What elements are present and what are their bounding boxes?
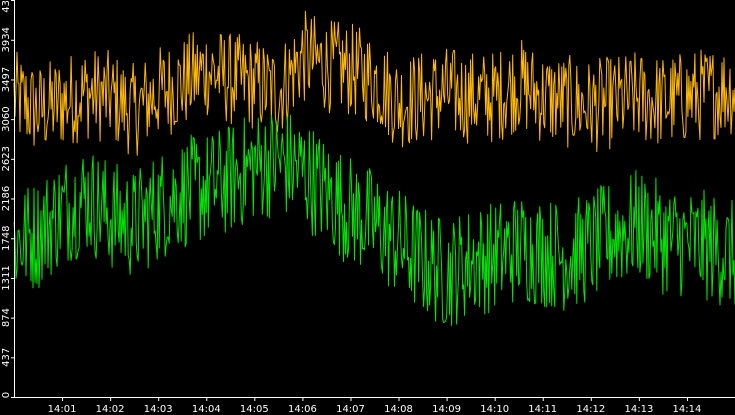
y-tick-label: 3497 bbox=[1, 67, 12, 92]
x-tick-label: 14:01 bbox=[48, 404, 77, 415]
y-tick-label: 1748 bbox=[1, 226, 12, 251]
x-tick-label: 14:04 bbox=[192, 404, 221, 415]
y-tick-label: 437 bbox=[1, 348, 12, 367]
y-tick-label: 2186 bbox=[1, 186, 12, 211]
x-tick-label: 14:11 bbox=[528, 404, 557, 415]
y-tick-label: 0 bbox=[1, 392, 12, 398]
x-tick-label: 14:10 bbox=[480, 404, 509, 415]
y-tick-label: 2623 bbox=[1, 146, 12, 171]
series-line-1 bbox=[13, 10, 735, 156]
x-tick-label: 14:06 bbox=[288, 404, 317, 415]
x-tick-label: 14:12 bbox=[576, 404, 605, 415]
x-tick-label: 14:08 bbox=[384, 404, 413, 415]
x-tick-label: 14:07 bbox=[336, 404, 365, 415]
x-tick-label: 14:13 bbox=[624, 404, 653, 415]
series-layer bbox=[13, 10, 735, 326]
y-tick-label: 874 bbox=[1, 308, 12, 327]
x-tick-label: 14:03 bbox=[144, 404, 173, 415]
x-tick-label: 14:14 bbox=[672, 404, 701, 415]
y-tick-label: 4372 bbox=[1, 0, 12, 13]
y-tick-label: 3060 bbox=[1, 106, 12, 131]
y-tick-label: 1311 bbox=[1, 265, 12, 290]
series-line-2 bbox=[13, 114, 735, 326]
x-tick-label: 14:09 bbox=[432, 404, 461, 415]
x-tick-label: 14:02 bbox=[96, 404, 125, 415]
x-tick-label: 14:05 bbox=[240, 404, 269, 415]
y-tick-label: 3934 bbox=[1, 27, 12, 52]
